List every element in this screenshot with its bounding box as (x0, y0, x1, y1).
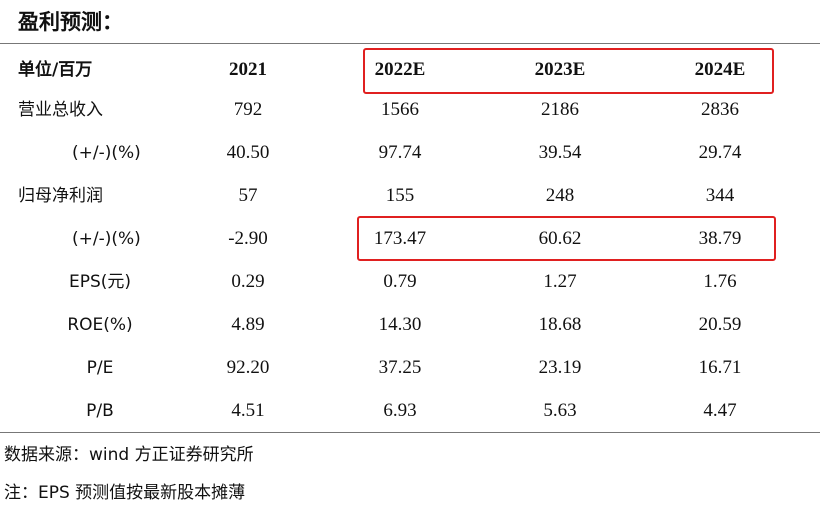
table-cell: -2.90 (228, 228, 268, 249)
row-label: 营业总收入 (18, 100, 103, 120)
table-cell: 155 (385, 185, 415, 206)
bottom-rule (0, 432, 820, 433)
highlight-box (357, 216, 776, 261)
table-cell: 6.93 (383, 400, 417, 421)
table-cell: 0.79 (383, 271, 417, 292)
row-label: P/B (86, 401, 114, 421)
table-cell: 2186 (541, 99, 579, 120)
top-rule (0, 43, 820, 44)
table-cell: 1.27 (543, 271, 577, 292)
table-cell: 29.74 (698, 142, 742, 163)
table-cell: 92.20 (226, 357, 270, 378)
table-cell: 18.68 (538, 314, 582, 335)
footnote: 注：EPS 预测值按最新股本摊薄 (4, 483, 246, 503)
table-cell: 4.89 (231, 314, 265, 335)
row-label: EPS(元) (68, 272, 132, 292)
row-label: (+/-)(%) (72, 229, 141, 249)
table-cell: 38.79 (698, 228, 742, 249)
row-label: (+/-)(%) (72, 143, 141, 163)
table-cell: 1.76 (703, 271, 737, 292)
table-cell: 5.63 (543, 400, 577, 421)
table-cell: 57 (238, 185, 258, 206)
row-label: P/E (86, 358, 114, 378)
table-cell: 344 (705, 185, 735, 206)
highlight-box (363, 48, 774, 94)
header-cell: 2022E (374, 59, 426, 80)
header-cell: 2023E (534, 59, 586, 80)
table-cell: 97.74 (378, 142, 422, 163)
table-cell: 16.71 (698, 357, 742, 378)
header-cell: 2021 (229, 59, 267, 80)
header-cell: 2024E (694, 59, 746, 80)
table-cell: 20.59 (698, 314, 742, 335)
table-cell: 40.50 (226, 142, 270, 163)
title: 盈利预测： (18, 10, 123, 34)
source-note: 数据来源：wind 方正证券研究所 (4, 445, 254, 465)
table-cell: 14.30 (378, 314, 422, 335)
table-cell: 4.51 (231, 400, 265, 421)
row-label: 归母净利润 (18, 186, 103, 206)
table-cell: 792 (233, 99, 263, 120)
table-cell: 39.54 (538, 142, 582, 163)
header-cell: 单位/百万 (18, 60, 93, 80)
table-cell: 4.47 (703, 400, 737, 421)
table-cell: 248 (545, 185, 575, 206)
table-cell: 23.19 (538, 357, 582, 378)
table-cell: 0.29 (231, 271, 265, 292)
table-cell: 37.25 (378, 357, 422, 378)
table-cell: 60.62 (538, 228, 582, 249)
table-cell: 173.47 (373, 228, 427, 249)
row-label: ROE(%) (67, 315, 133, 335)
table-cell: 1566 (381, 99, 419, 120)
table-cell: 2836 (701, 99, 739, 120)
